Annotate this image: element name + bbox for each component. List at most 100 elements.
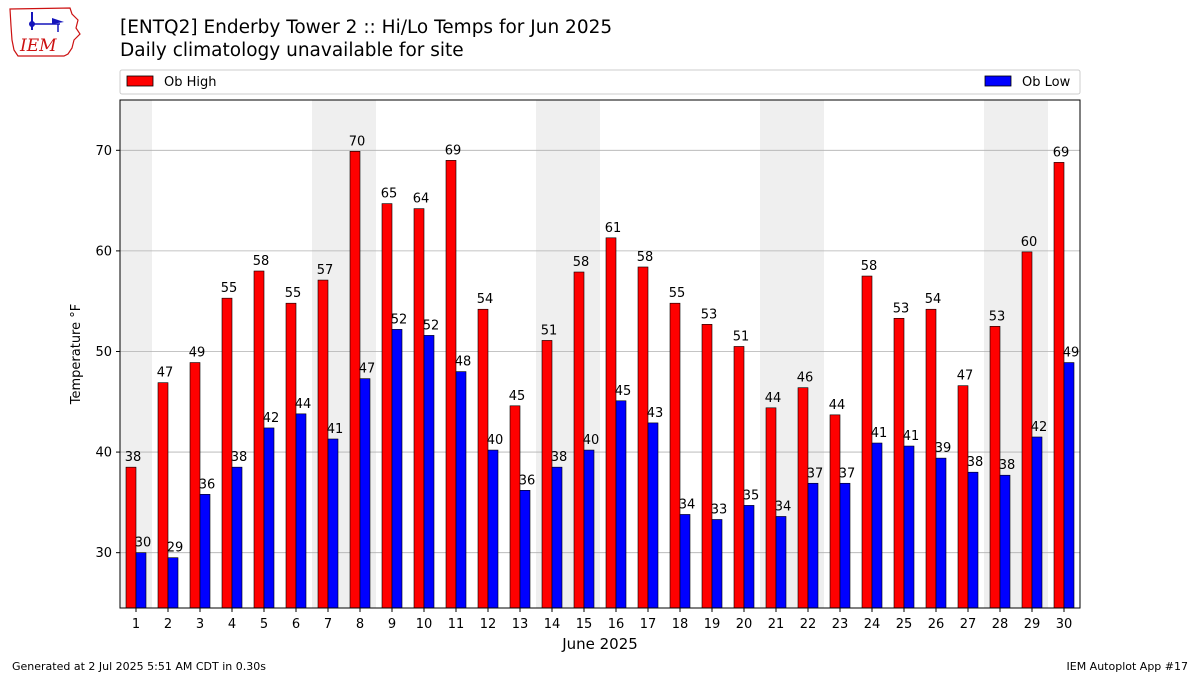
x-tick-label-7: 7 [324, 617, 332, 632]
low-label-day-8: 47 [359, 362, 376, 377]
high-label-day-9: 65 [381, 187, 398, 202]
low-bar-day-18 [679, 514, 691, 609]
high-bar-day-9 [381, 203, 393, 609]
legend-box [119, 69, 1081, 95]
low-label-day-10: 52 [423, 318, 440, 333]
gridlines [120, 149, 1080, 554]
high-bar-day-25 [893, 317, 905, 609]
high-label-day-27: 47 [957, 369, 974, 384]
high-label-day-22: 46 [797, 371, 814, 386]
low-label-day-23: 37 [839, 466, 856, 481]
iowa-outline-shape [9, 7, 81, 57]
high-label-day-18: 55 [669, 286, 686, 301]
low-bar-day-6 [295, 413, 307, 609]
high-label-day-25: 53 [893, 301, 910, 316]
x-tick-label-6: 6 [292, 617, 300, 632]
x-tick-label-29: 29 [1024, 617, 1041, 632]
high-bar-day-12 [477, 308, 489, 609]
high-bar-day-2 [157, 382, 169, 609]
low-label-day-11: 48 [455, 355, 472, 370]
low-bar-day-17 [647, 422, 659, 609]
high-bar-day-7 [317, 279, 329, 609]
high-label-day-2: 47 [157, 366, 174, 381]
x-tick-label-14: 14 [544, 617, 561, 632]
low-bar-day-11 [455, 371, 467, 609]
x-tick-label-24: 24 [864, 617, 881, 632]
high-label-day-23: 44 [829, 398, 846, 413]
x-tick-label-25: 25 [896, 617, 913, 632]
high-label-day-13: 45 [509, 389, 526, 404]
low-bar-day-26 [935, 457, 947, 609]
low-label-day-17: 43 [647, 406, 664, 421]
y-axis-label: Temperature °F [69, 304, 84, 405]
x-tick-label-4: 4 [228, 617, 236, 632]
x-tick-label-23: 23 [832, 617, 849, 632]
x-tick-label-13: 13 [512, 617, 529, 632]
low-bar-day-22 [807, 482, 819, 609]
x-tick-label-20: 20 [736, 617, 753, 632]
high-bar-day-18 [669, 302, 681, 609]
low-bar-day-27 [967, 471, 979, 609]
high-label-day-11: 69 [445, 143, 462, 158]
legend-low-swatch [984, 75, 1012, 87]
low-bar-day-1 [135, 552, 147, 609]
high-label-day-30: 69 [1053, 145, 1070, 160]
data-labels: 38 47 49 55 58 55 57 70 65 64 69 54 45 51 58 61 58 55 53 51… [125, 134, 1080, 555]
low-label-day-22: 37 [807, 466, 824, 481]
high-label-day-10: 64 [413, 192, 430, 207]
y-tick-label-30: 30 [95, 546, 112, 561]
high-label-day-20: 51 [733, 329, 750, 344]
plot-area-frame [119, 99, 1081, 609]
bars [125, 151, 1075, 609]
high-bar-day-19 [701, 324, 713, 609]
high-label-day-6: 55 [285, 286, 302, 301]
low-label-day-24: 41 [871, 426, 888, 441]
chart-title: [ENTQ2] Enderby Tower 2 :: Hi/Lo Temps f… [120, 17, 613, 38]
x-tick-label-8: 8 [356, 617, 364, 632]
high-bar-day-11 [445, 160, 457, 609]
high-bar-day-26 [925, 308, 937, 609]
low-label-day-27: 38 [967, 455, 984, 470]
x-tick-label-16: 16 [608, 617, 625, 632]
high-label-day-16: 61 [605, 221, 622, 236]
high-label-day-8: 70 [349, 134, 366, 149]
high-label-day-4: 55 [221, 281, 238, 296]
high-label-day-1: 38 [125, 450, 142, 465]
low-bar-day-3 [199, 494, 211, 609]
chart-subtitle: Daily climatology unavailable for site [120, 40, 464, 61]
high-bar-day-8 [349, 151, 361, 609]
y-tick-label-40: 40 [95, 446, 112, 461]
high-bar-day-13 [509, 405, 521, 609]
low-bar-day-2 [167, 557, 179, 609]
iem-logo: IEM [9, 7, 81, 57]
x-tick-label-15: 15 [576, 617, 593, 632]
x-tick-label-17: 17 [640, 617, 657, 632]
high-label-day-7: 57 [317, 263, 334, 278]
low-bar-day-21 [775, 516, 787, 609]
x-tick-label-18: 18 [672, 617, 689, 632]
high-label-day-24: 58 [861, 259, 878, 274]
low-bar-day-25 [903, 445, 915, 609]
app-credit: IEM Autoplot App #17 [1066, 660, 1189, 673]
high-label-day-5: 58 [253, 254, 270, 269]
high-bar-day-17 [637, 266, 649, 609]
x-tick-label-1: 1 [132, 617, 140, 632]
low-label-day-15: 40 [583, 433, 600, 448]
high-label-day-26: 54 [925, 292, 942, 307]
high-bar-day-20 [733, 346, 745, 609]
high-label-day-21: 44 [765, 391, 782, 406]
high-bar-day-27 [957, 385, 969, 609]
low-bar-day-20 [743, 505, 755, 609]
wind-vane-icon [52, 18, 64, 24]
high-bar-day-5 [253, 270, 265, 609]
low-bar-day-5 [263, 427, 275, 609]
low-bar-day-16 [615, 400, 627, 609]
high-bar-day-6 [285, 302, 297, 609]
x-tick-label-11: 11 [448, 617, 465, 632]
legend-high-swatch [126, 75, 154, 87]
high-bar-day-10 [413, 208, 425, 609]
high-label-day-14: 51 [541, 323, 558, 338]
high-bar-day-14 [541, 340, 553, 609]
